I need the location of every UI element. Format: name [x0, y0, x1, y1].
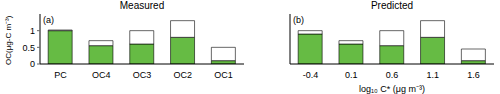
- svg-text:1: 1: [30, 26, 35, 36]
- svg-text:OC4: OC4: [92, 70, 111, 80]
- svg-text:OC(μg-C m⁻³): OC(μg-C m⁻³): [8, 15, 13, 65]
- html-text:Measured: Measured: [119, 0, 165, 11]
- svg-text:0.6: 0.6: [386, 70, 399, 80]
- svg-text:-0.4: -0.4: [303, 70, 319, 80]
- svg-text:log₁₀ C* (μg m⁻³): log₁₀ C* (μg m⁻³): [359, 84, 425, 94]
- html-text:Predicted: Predicted: [370, 0, 414, 11]
- svg-text:0: 0: [30, 59, 35, 69]
- svg-text:OC1: OC1: [214, 70, 233, 80]
- html-text:(a): (a): [43, 15, 54, 25]
- svg-text:OC3: OC3: [133, 70, 152, 80]
- html-text:(b): (b): [293, 15, 304, 25]
- svg-text:0.1: 0.1: [345, 70, 358, 80]
- svg-text:0.5: 0.5: [22, 43, 35, 53]
- svg-text:OC2: OC2: [174, 70, 193, 80]
- svg-text:1.1: 1.1: [427, 70, 440, 80]
- svg-text:PC: PC: [54, 70, 67, 80]
- svg-text:1.6: 1.6: [467, 70, 480, 80]
